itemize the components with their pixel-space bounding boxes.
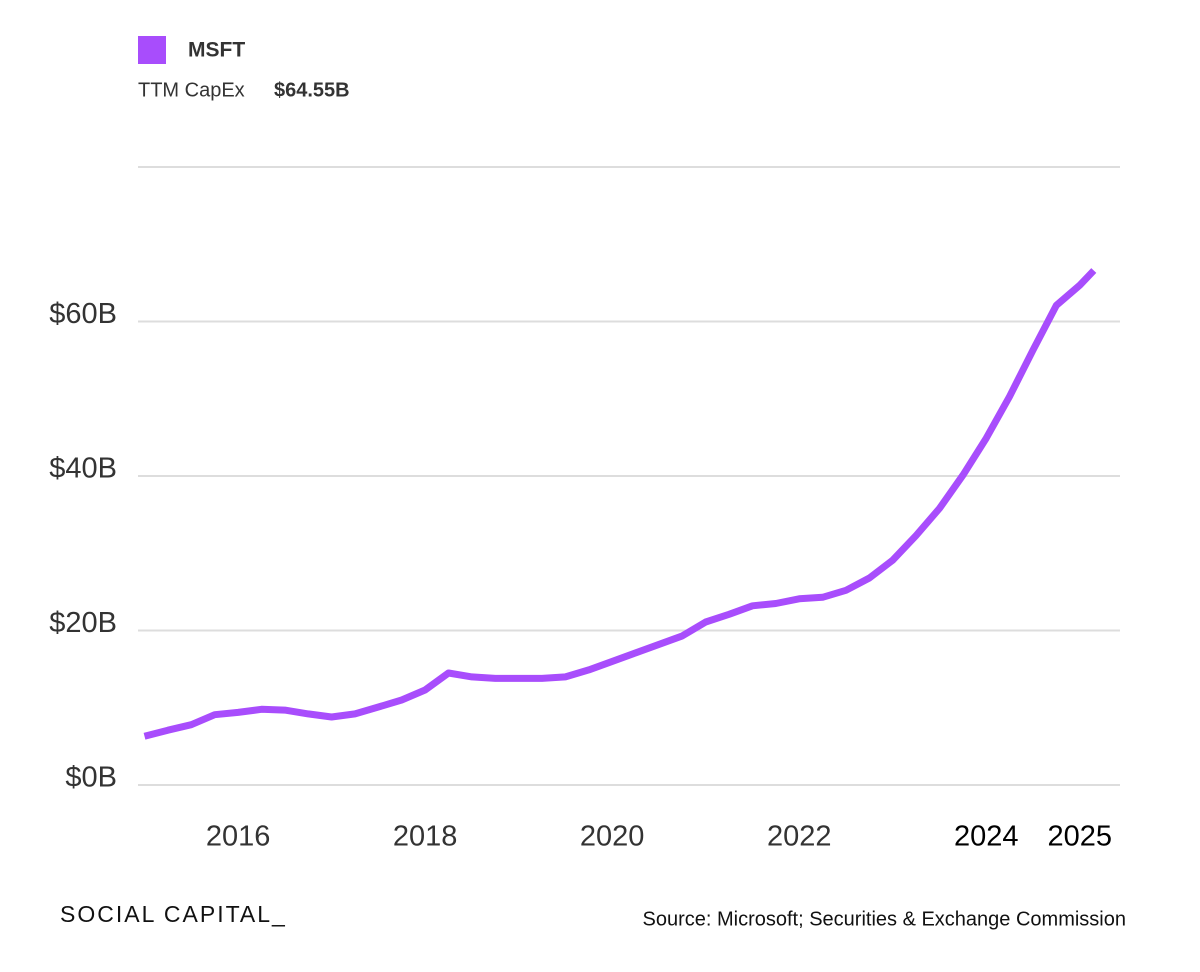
y-tick-label: $20B [49, 607, 117, 639]
y-tick-label: $0B [65, 762, 117, 794]
brand: SOCIAL CAPITAL_ [60, 901, 287, 927]
data-line [143, 268, 1097, 740]
x-tick-label: 2022 [767, 821, 832, 853]
x-tick-label: 2025 [1048, 821, 1113, 853]
x-tick-label: 2020 [580, 821, 645, 853]
x-tick-label: 2018 [393, 821, 458, 853]
x-tick-label: 2016 [206, 821, 271, 853]
legend-label: TTM CapEx [138, 79, 245, 101]
legend-value: $64.55B [274, 79, 350, 101]
y-tick-label: $60B [49, 298, 117, 330]
x-tick-label: 2024 [954, 821, 1019, 853]
y-tick-label: $40B [49, 453, 117, 485]
source: Source: Microsoft; Securities & Exchange… [642, 908, 1126, 930]
legend-name: MSFT [188, 39, 245, 62]
legend-swatch [138, 36, 166, 64]
